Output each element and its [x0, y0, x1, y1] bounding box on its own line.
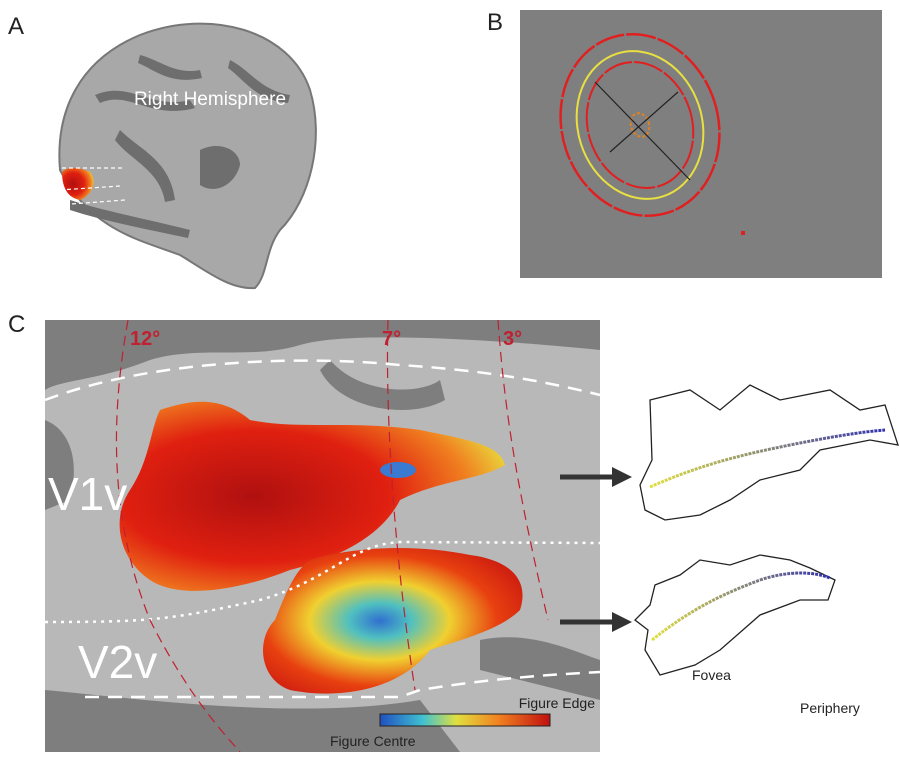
legend-end: Periphery — [800, 700, 860, 716]
hemisphere-label: Right Hemisphere — [134, 89, 286, 110]
eccentricity-label: 12° — [130, 328, 160, 350]
panel-label: C — [8, 311, 25, 338]
eccentricity-label: 3° — [503, 328, 522, 350]
figure: A Right Hemisphere B C 12° 7° 3° V1v V2v… — [0, 0, 900, 752]
stimulus-bg — [520, 10, 882, 278]
arrowheads — [612, 467, 632, 632]
colorbar-high: Figure Edge — [519, 695, 595, 711]
fixation — [741, 231, 745, 235]
area-label: V2v — [78, 636, 157, 688]
legend-start: Fovea — [692, 667, 731, 683]
profile-v1 — [640, 385, 898, 520]
area-label: V1v — [48, 468, 127, 520]
panel-label: B — [487, 9, 503, 36]
colorbar — [380, 714, 550, 726]
centre-v1 — [380, 462, 416, 478]
panel-label: A — [8, 13, 24, 40]
eccentricity-label: 7° — [382, 328, 401, 350]
brain — [59, 24, 316, 289]
colorbar-low: Figure Centre — [330, 733, 416, 749]
